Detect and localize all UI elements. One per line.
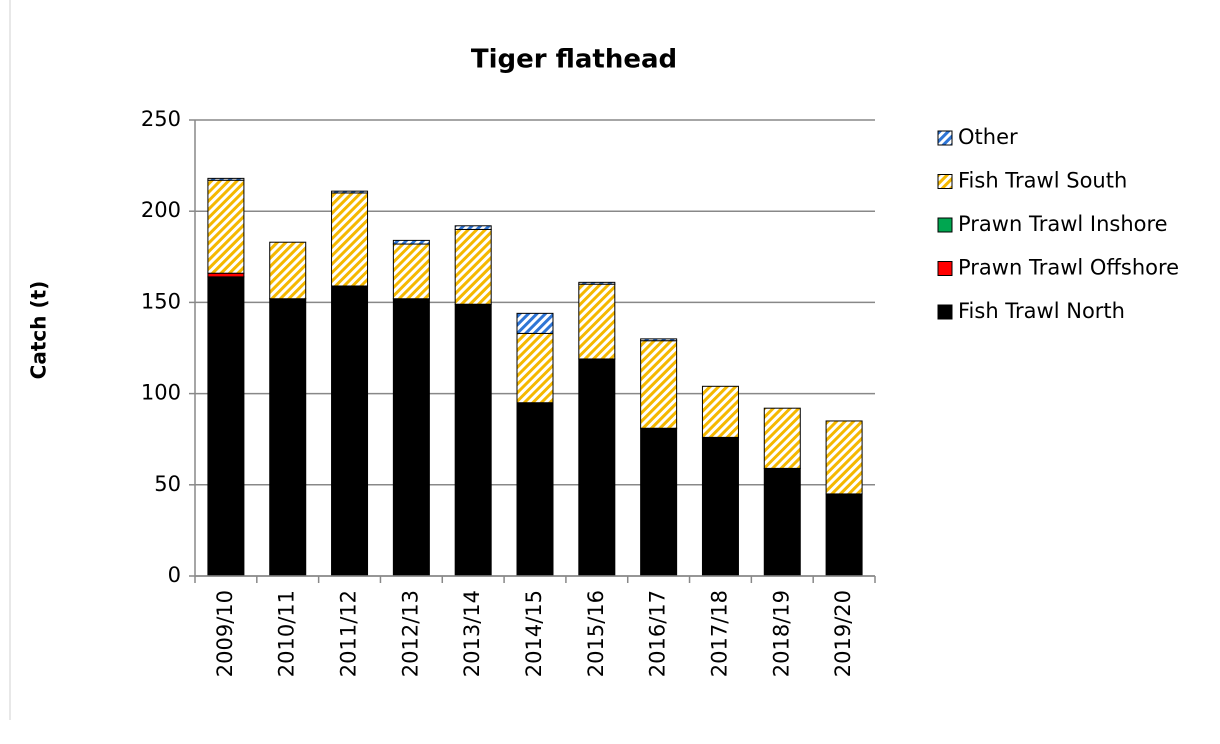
y-axis-label: Catch (t) [27, 281, 51, 380]
bar-segment [207, 179, 245, 274]
bar-segment [763, 407, 801, 469]
bar-segment [392, 298, 430, 577]
x-tick-label: 2018/19 [769, 590, 793, 677]
bar-segment [578, 281, 616, 285]
bar-segment [516, 332, 554, 404]
y-tick-label: 100 [141, 381, 181, 405]
bar-segment [331, 285, 369, 577]
x-tick-label: 2012/13 [398, 590, 422, 677]
x-tick-label: 2009/10 [213, 590, 237, 677]
y-tick-label: 50 [154, 472, 181, 496]
legend-label: Fish Trawl South [958, 169, 1127, 193]
bar-segment [516, 402, 554, 577]
bar-segment [640, 340, 678, 429]
x-tick-label: 2019/20 [831, 590, 855, 677]
bar-segment [516, 312, 554, 334]
bar-segment [392, 239, 430, 245]
bar-segment [207, 272, 245, 278]
bar-segment [392, 243, 430, 300]
legend-label: Prawn Trawl Inshore [958, 212, 1168, 236]
bar-segment [454, 303, 492, 577]
x-tick-label: 2017/18 [707, 590, 731, 677]
legend-swatch [937, 261, 953, 276]
bar-segment [640, 338, 678, 342]
bar-segment [640, 427, 678, 577]
y-tick-label: 150 [141, 289, 181, 313]
bar-segment [825, 420, 863, 495]
y-tick-label: 250 [141, 107, 181, 131]
bar-segment [207, 177, 245, 181]
legend-label: Fish Trawl North [958, 299, 1125, 323]
bar-segment [269, 241, 307, 300]
bar-segment [331, 192, 369, 287]
x-tick-label: 2014/15 [522, 590, 546, 677]
bar-segment [825, 493, 863, 577]
x-tick-label: 2010/11 [275, 590, 299, 677]
legend-label: Other [958, 125, 1018, 149]
legend-label: Prawn Trawl Offshore [958, 256, 1179, 280]
bar-segment [454, 225, 492, 230]
y-tick-label: 200 [141, 198, 181, 222]
legend-swatch [937, 130, 953, 146]
legend-swatch [937, 174, 953, 189]
x-tick-label: 2011/12 [337, 590, 361, 677]
x-tick-label: 2015/16 [584, 590, 608, 677]
bar-segment [578, 358, 616, 577]
bar-segment [578, 283, 616, 360]
y-tick-label: 0 [168, 563, 181, 587]
bar-segment [269, 298, 307, 577]
x-tick-label: 2016/17 [646, 590, 670, 677]
chart-title: Tiger flathead [471, 45, 677, 75]
legend-swatch [937, 304, 953, 320]
bar-segment [763, 467, 801, 577]
bar-segment [207, 276, 245, 577]
legend-swatch [937, 217, 953, 233]
bar-segment [701, 385, 739, 438]
bar-segment [331, 190, 369, 194]
bar-segment [454, 228, 492, 305]
x-tick-label: 2013/14 [460, 590, 484, 677]
bar-segment [701, 436, 739, 577]
